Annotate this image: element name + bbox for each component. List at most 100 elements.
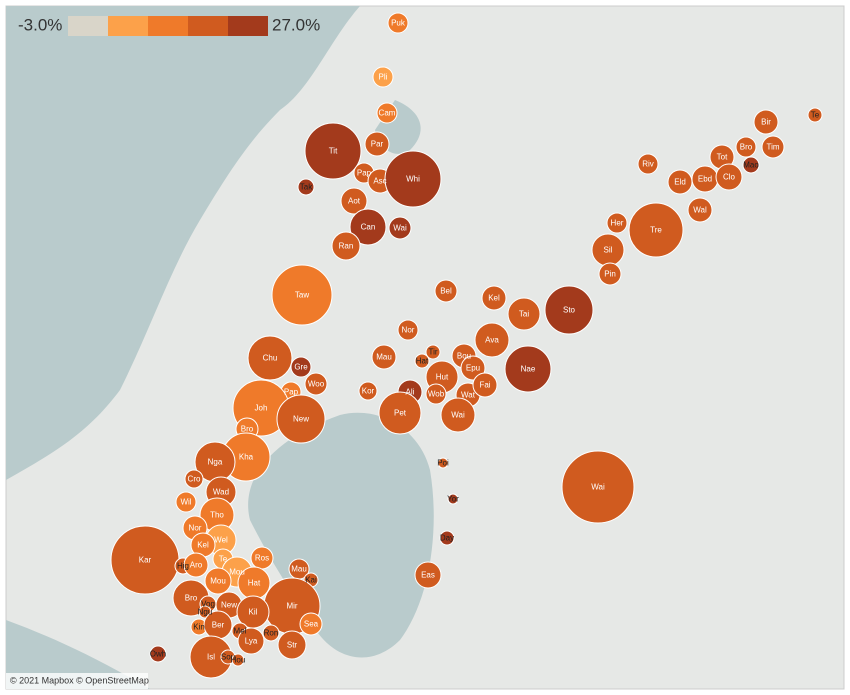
bubble-label: Tho (210, 511, 224, 520)
bubble-label: Mau (291, 565, 307, 574)
bubble (439, 530, 455, 546)
bubble (371, 344, 397, 370)
bubble-label: Woo (308, 380, 325, 389)
bubble-label: Tit (329, 147, 338, 156)
legend-swatch (228, 16, 268, 36)
bubble-label: Pli (379, 73, 388, 82)
bubble (304, 372, 328, 396)
bubble-label: Wat (461, 391, 476, 400)
bubble-label: Sea (304, 620, 319, 629)
bubble-label: Tai (519, 310, 529, 319)
legend-max-label: 27.0% (272, 15, 320, 34)
legend-min-label: -3.0% (18, 15, 62, 34)
bubble-label: Cro (188, 475, 201, 484)
bubble-label: Tir (428, 348, 437, 357)
bubble-label: Vog (201, 600, 215, 609)
bubble (277, 630, 307, 660)
bubble-label: Sou (221, 653, 235, 662)
bubble-label: Wai (393, 224, 407, 233)
bubble-label: Tim (766, 143, 779, 152)
bubble (378, 391, 422, 435)
bubble (231, 653, 245, 667)
bubble-label: Kel (197, 541, 209, 550)
bubble-label: Her (611, 219, 624, 228)
bubble-label: Ros (255, 554, 269, 563)
bubble-label: Chu (263, 354, 278, 363)
bubble-label: Ran (339, 242, 354, 251)
bubble-label: Te (811, 111, 820, 120)
bubble (276, 394, 326, 444)
bubble-label: Bro (185, 594, 198, 603)
bubble-label: Owh (150, 650, 166, 659)
legend-swatch (108, 16, 148, 36)
bubble-label: Wal (693, 206, 707, 215)
bubble (358, 381, 378, 401)
bubble-label: Bir (761, 118, 771, 127)
bubble (262, 624, 280, 642)
bubble-label: Kil (249, 608, 258, 617)
bubble-label: Gre (294, 363, 308, 372)
bubble (414, 353, 430, 369)
bubble (237, 627, 265, 655)
bubble-label: Cam (379, 109, 396, 118)
bubble-label: Nor (402, 326, 415, 335)
bubble (447, 493, 459, 505)
bubble-label: Hat (416, 357, 429, 366)
bubble-label: Hat (248, 579, 261, 588)
bubble-label: Taw (295, 291, 309, 300)
bubble-label: Asc (373, 177, 386, 186)
bubble-label: Tre (650, 226, 662, 235)
bubble-label: Mao (743, 161, 759, 170)
bubble-label: Mel (234, 627, 247, 636)
legend-swatch (148, 16, 188, 36)
bubble (397, 319, 419, 341)
bubble-label: Hig (177, 562, 189, 571)
bubble (387, 12, 409, 34)
bubble-label: Wai (451, 411, 465, 420)
bubble-label: Tot (717, 153, 728, 162)
bubble-label: Isl (207, 653, 215, 662)
bubble (437, 457, 449, 469)
bubble (175, 491, 197, 513)
bubble (331, 231, 361, 261)
bubble-label: Joh (255, 404, 268, 413)
bubble (299, 612, 323, 636)
bubble-label: Wob (428, 390, 445, 399)
bubble-label: Wai (591, 483, 605, 492)
bubble (761, 135, 785, 159)
bubble-label: Bro (241, 425, 254, 434)
bubble-label: Day (440, 534, 454, 543)
bubble-label: Kai (305, 576, 317, 585)
bubble (507, 297, 541, 331)
bubble (735, 136, 757, 158)
bubble (742, 156, 760, 174)
bubble-label: Ber (212, 621, 225, 630)
bubble-label: Pin (604, 270, 616, 279)
bubble (184, 469, 204, 489)
bubble (606, 212, 628, 234)
bubble (349, 208, 387, 246)
legend-swatch (188, 16, 228, 36)
water-west (6, 6, 360, 480)
bubble-label: Nga (208, 458, 223, 467)
bubble-label: Pap (357, 169, 372, 178)
bubble (687, 197, 713, 223)
bubble-label: Kor (362, 387, 375, 396)
bubble-label: Mir (286, 602, 297, 611)
bubble-label: Ngu (198, 608, 213, 617)
attribution: © 2021 Mapbox © OpenStreetMap (10, 675, 149, 685)
bubble-label: Poi (437, 459, 449, 468)
bubble (434, 279, 458, 303)
bubble-label: Whi (406, 175, 420, 184)
bubble-label: New (293, 415, 309, 424)
bubble (388, 216, 412, 240)
bubble (304, 122, 362, 180)
bubble-label: Bel (440, 287, 452, 296)
bubble-label: Sil (604, 246, 613, 255)
bubble-label: Nae (521, 365, 536, 374)
bubble (204, 567, 232, 595)
bubble-label: Str (287, 641, 298, 650)
bubble (414, 561, 442, 589)
